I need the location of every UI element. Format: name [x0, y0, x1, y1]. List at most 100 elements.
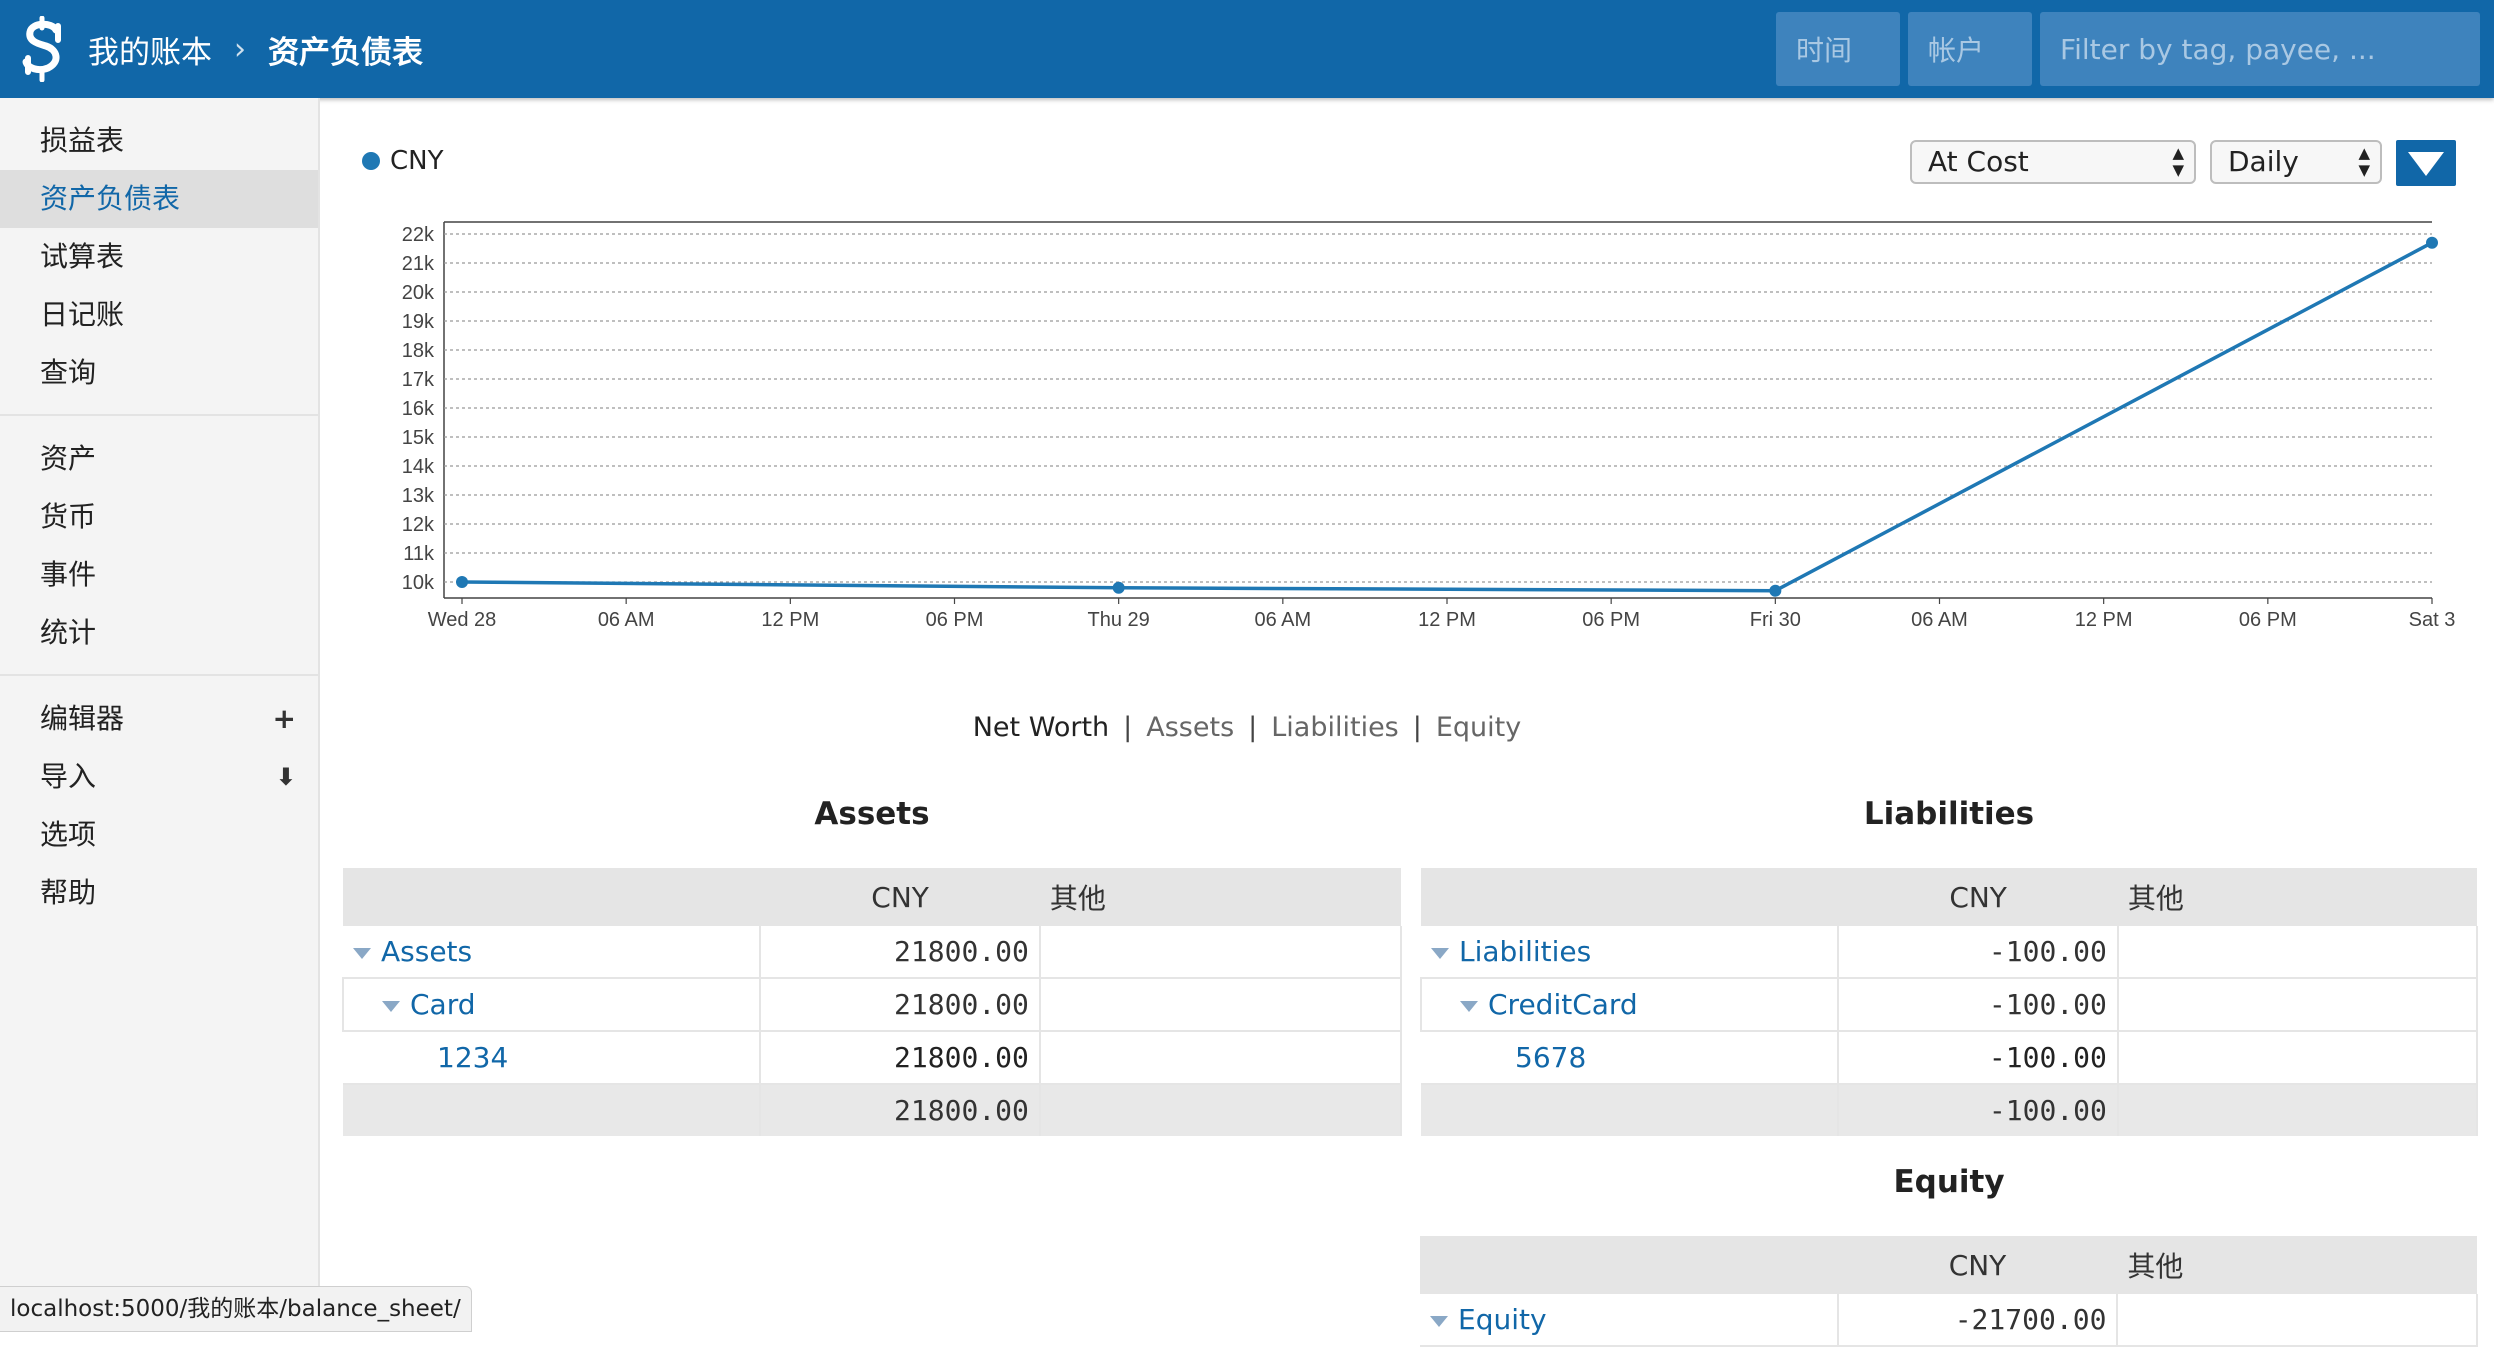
column-header-other: 其他 — [2117, 868, 2477, 926]
x-tick-label: 12 PM — [2075, 609, 2133, 631]
y-tick-label: 15k — [402, 427, 435, 449]
account-cell[interactable]: Equity — [1420, 1294, 1839, 1347]
x-tick-label: 06 PM — [2239, 609, 2297, 631]
account-cell[interactable]: CreditCard — [1419, 978, 1840, 1032]
table-row: Assets 21800.00 — [343, 926, 1403, 979]
sidebar-item-editor[interactable]: 编辑器 + — [0, 690, 318, 748]
plus-icon[interactable]: + — [272, 702, 296, 735]
tab-divider: | — [1412, 712, 1422, 743]
column-header-cny: CNY — [760, 868, 1040, 926]
y-tick-label: 10k — [402, 572, 435, 594]
account-cell[interactable]: Card — [341, 978, 762, 1032]
account-filter-input[interactable]: 帐户 — [1908, 12, 2032, 86]
sidebar-item-query[interactable]: 查询 — [40, 356, 97, 389]
sidebar-item-income-statement[interactable]: 损益表 — [40, 124, 125, 157]
collapse-triangle-icon[interactable] — [1430, 1315, 1448, 1327]
account-link[interactable]: 1234 — [437, 1041, 509, 1074]
amount-cell: -100.00 — [1838, 978, 2119, 1032]
sidebar-item-holdings[interactable]: 资产 — [40, 442, 97, 475]
collapse-triangle-icon[interactable] — [1431, 947, 1449, 959]
y-tick-label: 12k — [402, 514, 435, 536]
amount-cell: -21700.00 — [1837, 1294, 2119, 1347]
download-arrow-icon[interactable]: ⬇ — [275, 763, 296, 791]
tab-equity[interactable]: Equity — [1435, 712, 1522, 743]
x-tick-label: 06 AM — [1911, 609, 1968, 631]
y-tick-label: 14k — [402, 456, 435, 478]
tag-filter-input[interactable]: Filter by tag, payee, ... — [2040, 12, 2480, 86]
table-header-row: CNY 其他 — [1421, 868, 2477, 926]
x-tick-label: Wed 28 — [428, 609, 497, 631]
sidebar-item-journal[interactable]: 日记账 — [40, 298, 125, 331]
data-point — [1112, 581, 1125, 594]
time-filter-input[interactable]: 时间 — [1776, 12, 1900, 86]
sidebar-item-balance-sheet[interactable]: 资产负债表 — [0, 170, 318, 228]
fava-logo-icon[interactable] — [18, 16, 68, 82]
collapse-triangle-icon[interactable] — [1460, 1000, 1478, 1012]
x-tick-label: 06 AM — [598, 609, 655, 631]
chart-legend[interactable]: CNY — [362, 146, 444, 176]
account-link[interactable]: Card — [410, 988, 476, 1021]
collapse-triangle-icon[interactable] — [353, 947, 371, 959]
account-cell[interactable]: Liabilities — [1421, 926, 1840, 979]
total-label-cell — [1421, 1084, 1840, 1136]
total-row: -100.00 — [1421, 1084, 2479, 1136]
x-tick-label: 12 PM — [761, 609, 819, 631]
assets-table: CNY 其他 Assets 21800.00 Card 21800.00 123… — [341, 868, 1403, 1136]
account-link[interactable]: CreditCard — [1488, 988, 1638, 1021]
account-cell[interactable]: 1234 — [343, 1031, 762, 1085]
total-amount-cell: -100.00 — [1838, 1084, 2119, 1136]
account-column-header — [343, 868, 761, 926]
account-cell[interactable]: 5678 — [1421, 1031, 1840, 1085]
series-line-path — [461, 241, 2433, 593]
interval-select-value: Daily — [2228, 145, 2299, 178]
sidebar-item-events[interactable]: 事件 — [40, 558, 97, 591]
data-point — [2426, 236, 2438, 249]
sidebar-item-label: 编辑器 — [40, 702, 125, 735]
account-link[interactable]: Liabilities — [1459, 935, 1592, 968]
table-row: 5678 -100.00 — [1421, 1031, 2479, 1085]
x-tick-label: 12 PM — [1418, 609, 1476, 631]
tab-assets[interactable]: Assets — [1146, 712, 1235, 743]
x-tick-label: Sat 3 — [2409, 609, 2456, 631]
sidebar-item-options[interactable]: 选项 — [40, 818, 97, 851]
y-tick-label: 19k — [402, 311, 435, 333]
x-tick-label: 06 PM — [926, 609, 984, 631]
collapse-triangle-icon[interactable] — [382, 1000, 400, 1012]
net-worth-chart: 10k11k12k13k14k15k16k17k18k19k20k21k22k … — [402, 221, 2456, 631]
sidebar-item-commodities[interactable]: 货币 — [40, 500, 97, 533]
account-link[interactable]: Assets — [381, 935, 473, 968]
table-row: 1234 21800.00 — [343, 1031, 1403, 1085]
account-cell[interactable]: Assets — [343, 926, 762, 979]
x-tick-label: Fri 30 — [1750, 609, 1801, 631]
y-tick-label: 22k — [402, 224, 435, 246]
sidebar-item-help[interactable]: 帮助 — [40, 876, 97, 909]
tab-net-worth[interactable]: Net Worth — [972, 712, 1110, 743]
column-header-cny: CNY — [1838, 868, 2118, 926]
sidebar-item-statistics[interactable]: 统计 — [40, 616, 97, 649]
select-arrows-icon: ▲ ▼ — [2358, 144, 2370, 179]
interval-select[interactable]: Daily ▲ ▼ — [2210, 140, 2382, 184]
conversion-select[interactable]: At Cost ▲ ▼ — [1910, 140, 2196, 184]
total-amount-cell: 21800.00 — [760, 1084, 1041, 1136]
chart-toggle-button[interactable] — [2396, 140, 2456, 186]
amount-cell: 21800.00 — [760, 978, 1041, 1032]
column-header-cny: CNY — [1837, 1236, 2118, 1294]
sidebar-item-import[interactable]: 导入 ⬇ — [0, 748, 318, 806]
sidebar-tools-group: 编辑器 + 导入 ⬇ 选项 帮助 — [0, 676, 318, 934]
chart-tabs: Net Worth | Assets | Liabilities | Equity — [0, 712, 2494, 743]
tab-liabilities[interactable]: Liabilities — [1271, 712, 1399, 743]
sidebar-item-trial-balance[interactable]: 试算表 — [40, 240, 125, 273]
ledger-name-link[interactable]: 我的账本 — [88, 34, 212, 71]
conversion-select-value: At Cost — [1928, 145, 2029, 178]
other-cell — [2117, 1294, 2478, 1347]
other-cell — [1039, 1031, 1403, 1085]
account-link[interactable]: Equity — [1458, 1303, 1547, 1336]
triangle-down-icon — [2408, 152, 2444, 176]
y-tick-label: 16k — [402, 398, 435, 420]
table-row: Liabilities -100.00 — [1421, 926, 2479, 979]
amount-cell: -100.00 — [1838, 926, 2119, 979]
other-cell — [2117, 926, 2479, 979]
table-row: Card 21800.00 — [341, 978, 1403, 1032]
legend-dot-icon — [362, 152, 380, 170]
account-link[interactable]: 5678 — [1515, 1041, 1587, 1074]
